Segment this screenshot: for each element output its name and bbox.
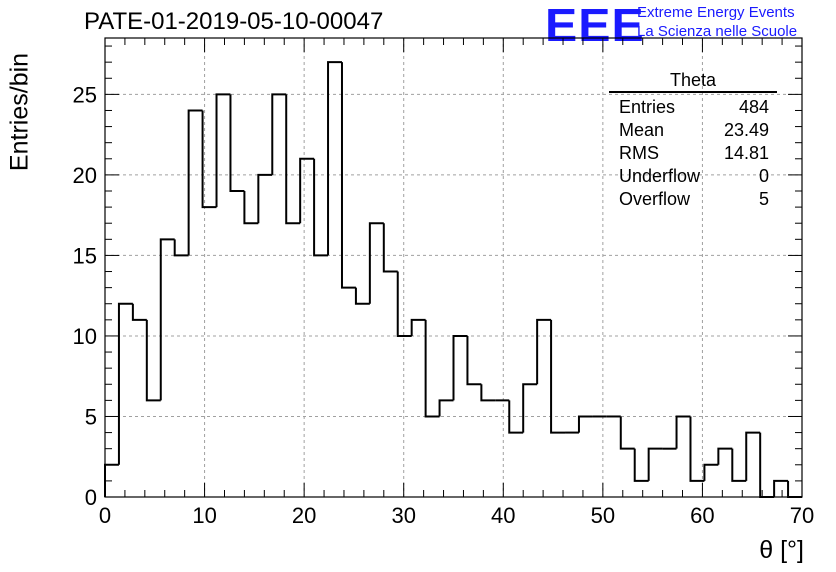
histogram-bin — [368, 222, 384, 304]
histogram-bin — [536, 318, 552, 385]
stats-label: Entries — [619, 97, 676, 117]
histogram-bin — [619, 416, 635, 450]
y-tick-label: 0 — [85, 485, 97, 510]
histogram-bin — [550, 319, 566, 434]
stats-label: RMS — [619, 143, 659, 163]
x-tick-label: 40 — [491, 503, 515, 528]
x-axis-label: θ [°] — [759, 536, 804, 564]
histogram-bin — [452, 334, 468, 401]
histogram-bin — [508, 400, 524, 434]
histogram-bin — [675, 415, 691, 449]
histogram-bin — [313, 158, 329, 257]
stats-value: 5 — [758, 189, 769, 209]
stats-label: Underflow — [619, 166, 701, 186]
histogram-bin — [187, 109, 203, 256]
histogram-bin — [117, 302, 133, 465]
histogram-bin — [257, 173, 273, 224]
histogram-bin — [731, 448, 747, 482]
histogram-bin — [787, 480, 802, 498]
histogram-bin — [382, 223, 398, 273]
stats-value: 23.49 — [723, 120, 769, 140]
histogram-bin — [201, 110, 217, 209]
histogram-bin — [354, 287, 370, 305]
logo-caption: Extreme Energy Events La Scienza nelle S… — [637, 3, 797, 41]
y-tick-label: 10 — [73, 324, 97, 349]
histogram-bin — [243, 191, 259, 225]
stats-value: 14.81 — [723, 143, 769, 163]
plot-frame — [104, 37, 803, 498]
histogram-bin — [229, 94, 245, 192]
histogram-bin — [340, 62, 356, 289]
y-tick-label: 20 — [73, 163, 97, 188]
y-tick-label: 5 — [85, 404, 97, 429]
histogram-bin — [299, 157, 315, 224]
stats-label: Mean — [619, 120, 665, 140]
histogram-bin — [438, 399, 454, 417]
histogram-bin — [577, 415, 593, 433]
x-tick-label: 30 — [391, 503, 415, 528]
stats-row-mean: Mean 23.49 — [609, 119, 777, 142]
histogram-title: PATE-01-2019-05-10-00047 — [84, 8, 384, 35]
eee-logo: EEE — [545, 0, 645, 51]
histogram-bin — [285, 94, 301, 225]
histogram-bin — [689, 416, 705, 482]
x-tick-label: 10 — [192, 503, 216, 528]
histogram-bin — [173, 239, 189, 257]
histogram-bin — [745, 431, 761, 481]
histogram-bin — [522, 383, 538, 433]
y-tick-label: 15 — [73, 243, 97, 268]
stats-value: 0 — [758, 166, 769, 186]
stats-row-underflow: Underflow 0 — [609, 165, 777, 188]
histogram-bin — [131, 303, 147, 321]
histogram-bin — [159, 238, 175, 401]
histogram-bin — [410, 318, 426, 336]
histogram-bin — [145, 319, 161, 402]
x-tick-label: 70 — [790, 503, 814, 528]
histogram-bin — [773, 479, 789, 497]
histogram-bin — [703, 463, 719, 481]
x-tick-label: 50 — [591, 503, 615, 528]
histogram-bin — [327, 61, 342, 256]
y-tick-label: 25 — [73, 82, 97, 107]
histogram-bin — [215, 93, 231, 208]
stats-box: Theta Entries 484 Mean 23.49 RMS 14.81 Unde… — [609, 70, 777, 211]
stats-row-overflow: Overflow 5 — [609, 188, 777, 211]
stats-row-entries: Entries 484 — [609, 96, 777, 119]
stats-label: Overflow — [619, 189, 691, 209]
stats-value: 484 — [738, 97, 769, 117]
x-tick-label: 0 — [99, 503, 111, 528]
stats-title: Theta — [609, 70, 777, 93]
histogram-bin — [424, 319, 440, 418]
histogram-bin — [271, 93, 287, 175]
histogram-bin — [466, 335, 482, 386]
x-tick-label: 60 — [690, 503, 714, 528]
histogram-bin — [633, 448, 649, 482]
x-tick-label: 20 — [292, 503, 316, 528]
histogram-bin — [396, 271, 412, 337]
histogram-bin — [480, 384, 496, 402]
histogram-bin — [759, 432, 775, 498]
stats-row-rms: RMS 14.81 — [609, 142, 777, 165]
logo-caption-line2: La Scienza nelle Scuole — [637, 23, 798, 40]
histogram-bin — [717, 447, 733, 465]
histogram-bin — [647, 447, 663, 481]
logo-caption-line1: Extreme Energy Events — [637, 4, 795, 21]
